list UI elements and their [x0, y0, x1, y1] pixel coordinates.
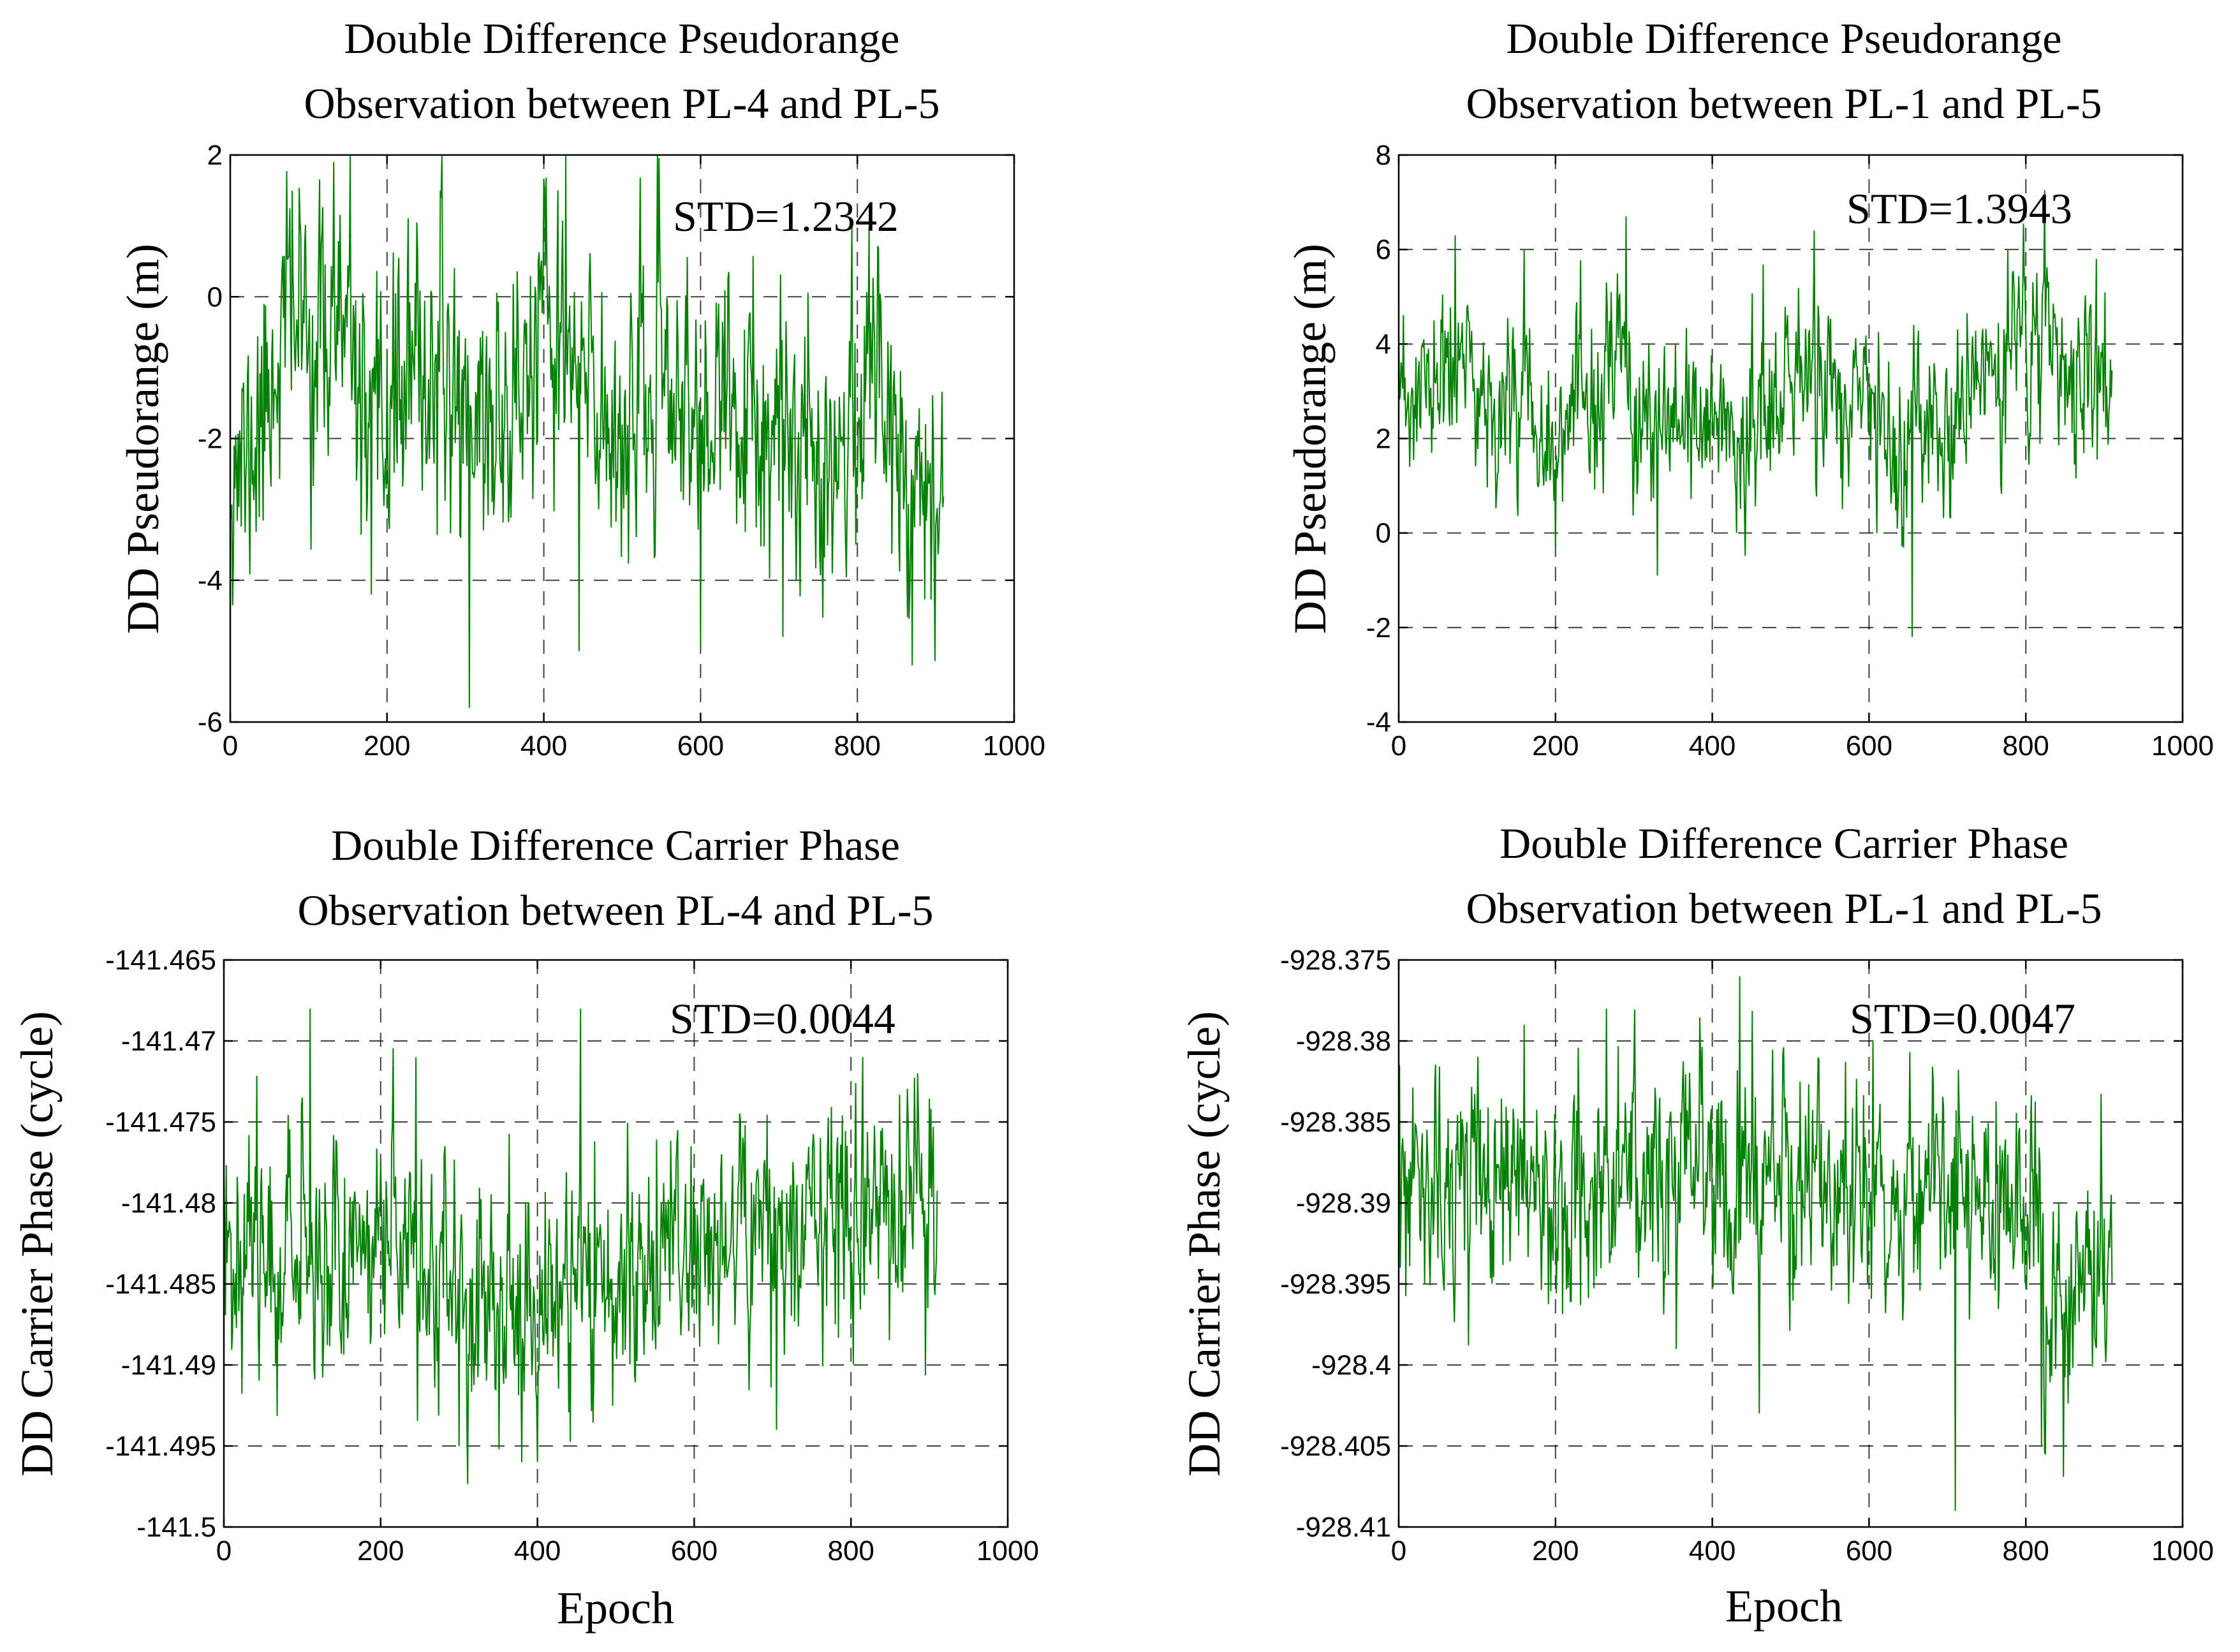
x-tick-label: 600 — [677, 730, 724, 762]
axis-ticks: 0 200 400 600 800 1000 -141.5 -141.495 -141.49 -1… — [105, 945, 1039, 1567]
y-tick-label: -141.47 — [121, 1026, 216, 1057]
y-tick-label: -928.375 — [1280, 945, 1391, 976]
chart-title-line-1: Double Difference Carrier Phase — [1499, 819, 2068, 867]
x-tick-label: 200 — [1532, 730, 1579, 762]
grid-lines — [1399, 155, 2183, 722]
x-tick-label: 600 — [671, 1535, 718, 1567]
x-tick-label: 800 — [834, 730, 880, 762]
plot-frame — [223, 959, 1009, 1528]
x-tick-label: 200 — [1532, 1535, 1579, 1567]
y-tick-label: -6 — [198, 707, 223, 738]
y-axis-label: DD Carrier Phase (cycle) — [1179, 1011, 1230, 1477]
x-tick-label: 1000 — [2151, 1535, 2214, 1567]
y-tick-label: -2 — [198, 424, 223, 455]
chart-panel-p4: Double Difference Carrier Phase Observat… — [1179, 819, 2214, 1632]
axis-ticks: 0 200 400 600 800 1000 -6 -4 -2 0 2 — [198, 140, 1045, 762]
y-tick-label: -141.48 — [121, 1188, 216, 1219]
chart-title-line-2: Observation between PL-4 and PL-5 — [304, 79, 939, 128]
y-tick-label: -928.41 — [1296, 1512, 1391, 1543]
data-series-line — [1398, 190, 2113, 637]
y-tick-label: -928.395 — [1280, 1269, 1391, 1300]
x-tick-label: 400 — [1689, 730, 1735, 762]
chart-title-line-2: Observation between PL-4 and PL-5 — [297, 886, 933, 934]
std-annotation: STD=1.3943 — [1846, 184, 2072, 233]
x-tick-label: 200 — [357, 1535, 404, 1567]
y-tick-label: 0 — [207, 281, 223, 313]
y-tick-label: 6 — [1376, 234, 1391, 265]
y-tick-label: -141.465 — [105, 945, 216, 976]
x-tick-label: 0 — [1391, 1535, 1406, 1567]
y-axis-label: DD Pseudorange (m) — [1285, 244, 1336, 634]
y-tick-label: -141.495 — [105, 1431, 216, 1462]
y-tick-label: 4 — [1376, 328, 1391, 360]
y-tick-label: -4 — [1366, 707, 1391, 738]
y-tick-label: 0 — [1376, 518, 1391, 549]
x-tick-label: 0 — [1391, 730, 1406, 762]
y-tick-label: -928.4 — [1311, 1350, 1391, 1381]
axis-ticks: 0 200 400 600 800 1000 -4 -2 0 2 4 6 8 — [1366, 140, 2214, 762]
std-annotation: STD=0.0044 — [670, 994, 895, 1043]
chart-title-line-1: Double Difference Pseudorange — [344, 14, 899, 63]
chart-title-line-2: Observation between PL-1 and PL-5 — [1466, 884, 2102, 933]
y-tick-label: -2 — [1366, 612, 1391, 644]
x-tick-label: 800 — [2002, 730, 2049, 762]
y-tick-label: -141.485 — [105, 1269, 216, 1300]
y-tick-label: -928.385 — [1280, 1107, 1391, 1138]
x-tick-label: 0 — [216, 1535, 232, 1567]
y-tick-label: 2 — [1376, 424, 1391, 455]
chart-title-line-2: Observation between PL-1 and PL-5 — [1466, 79, 2102, 128]
chart-panel-p1: Double Difference Pseudorange Observatio… — [117, 14, 1045, 762]
data-series-line — [1398, 976, 2113, 1511]
x-tick-label: 1000 — [2151, 730, 2214, 762]
y-axis-label: DD Carrier Phase (cycle) — [11, 1011, 63, 1477]
plot-frame — [1397, 959, 2184, 1528]
x-tick-label: 400 — [1689, 1535, 1735, 1567]
x-tick-label: 800 — [827, 1535, 874, 1567]
x-axis-label: Epoch — [557, 1582, 674, 1634]
x-axis-label: Epoch — [1725, 1581, 1843, 1632]
x-tick-label: 200 — [364, 730, 410, 762]
y-tick-label: 2 — [207, 140, 223, 171]
y-tick-label: -928.38 — [1296, 1026, 1391, 1057]
chart-title-line-1: Double Difference Pseudorange — [1506, 14, 2061, 63]
y-tick-label: -4 — [198, 565, 223, 596]
x-tick-label: 600 — [1846, 730, 1892, 762]
x-tick-label: 1000 — [983, 730, 1045, 762]
y-tick-label: 8 — [1376, 140, 1391, 171]
x-tick-label: 400 — [514, 1535, 561, 1567]
y-tick-label: -141.475 — [105, 1107, 216, 1138]
x-tick-label: 800 — [2002, 1535, 2049, 1567]
std-annotation: STD=1.2342 — [673, 192, 899, 240]
x-tick-label: 0 — [223, 730, 238, 762]
y-tick-label: -928.405 — [1280, 1431, 1391, 1462]
y-tick-label: -928.39 — [1296, 1188, 1391, 1219]
chart-title-line-1: Double Difference Carrier Phase — [331, 821, 900, 869]
y-tick-label: -141.5 — [136, 1512, 216, 1543]
chart-panel-p3: Double Difference Carrier Phase Observat… — [11, 821, 1039, 1634]
chart-panel-p2: Double Difference Pseudorange Observatio… — [1285, 14, 2214, 762]
data-series-line — [223, 1008, 938, 1484]
data-series-line — [230, 154, 945, 708]
x-tick-label: 600 — [1846, 1535, 1892, 1567]
x-tick-label: 400 — [520, 730, 567, 762]
y-tick-label: -141.49 — [121, 1350, 216, 1381]
y-axis-label: DD Pseudorange (m) — [117, 244, 168, 634]
std-annotation: STD=0.0047 — [1850, 994, 2075, 1043]
x-tick-label: 1000 — [976, 1535, 1039, 1567]
axis-ticks: 0 200 400 600 800 1000 -928.41 -928.405 -928.4 -9… — [1280, 945, 2214, 1567]
